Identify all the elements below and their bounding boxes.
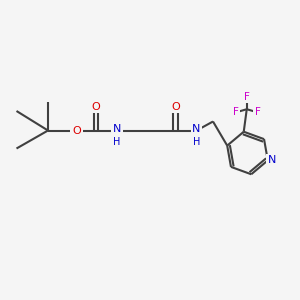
Text: O: O (171, 101, 180, 112)
Text: F: F (233, 107, 239, 117)
Text: O: O (92, 101, 100, 112)
Text: F: F (244, 92, 250, 102)
Text: H: H (113, 137, 121, 147)
Text: F: F (255, 107, 261, 117)
Text: N: N (192, 124, 201, 134)
Text: H: H (193, 137, 200, 147)
Text: N: N (268, 155, 277, 165)
Text: O: O (72, 125, 81, 136)
Text: N: N (113, 124, 121, 134)
